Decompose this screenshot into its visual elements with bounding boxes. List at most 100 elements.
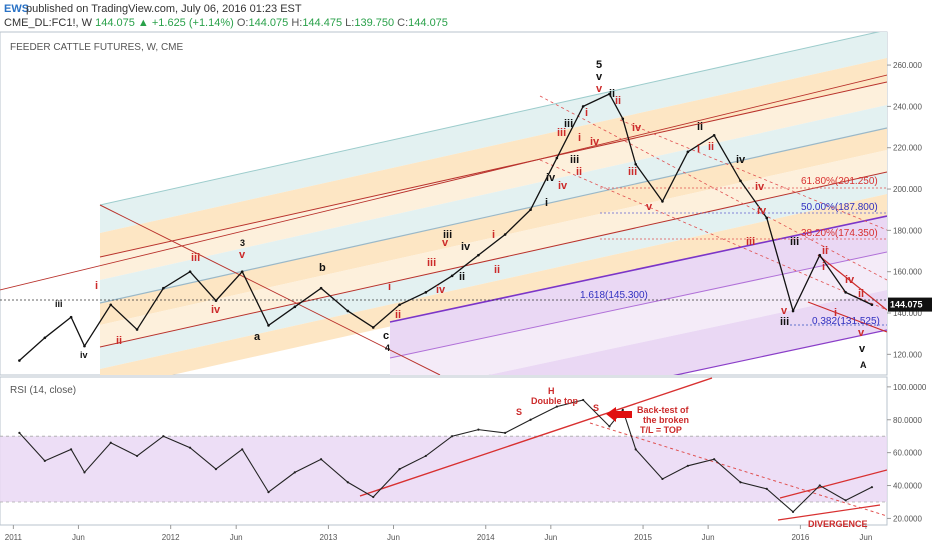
x-tick-label: 2016 xyxy=(791,533,809,542)
wave-label: 5 xyxy=(596,59,602,71)
price-point xyxy=(188,270,192,273)
published-text: published on TradingView.com, July 06, 2… xyxy=(26,3,302,15)
rsi-point xyxy=(621,408,624,411)
rsi-point xyxy=(818,484,821,487)
rsi-point xyxy=(70,448,73,451)
wave-label: iii xyxy=(191,252,200,264)
wave-label: iii xyxy=(557,127,566,139)
wave-label: iv xyxy=(845,274,855,286)
rsi-point xyxy=(555,405,558,408)
wave-label: iv xyxy=(757,205,767,217)
rsi-point xyxy=(43,459,46,462)
rsi-point xyxy=(398,467,401,471)
rsi-point xyxy=(844,499,847,502)
rsi-point xyxy=(661,477,664,481)
price-point xyxy=(608,92,611,96)
price-point xyxy=(581,105,585,108)
wave-label: iv xyxy=(461,241,471,253)
price-point xyxy=(293,305,297,309)
wave-label: v xyxy=(646,201,653,213)
wave-label: iv xyxy=(590,136,600,148)
y-tick-label: 200.000 xyxy=(893,185,922,194)
rsi-point xyxy=(372,495,375,499)
price-point xyxy=(424,291,428,294)
rsi-annotation: S xyxy=(593,403,599,413)
wave-label: ii xyxy=(822,245,828,257)
wave-label: i xyxy=(822,261,825,273)
price-point xyxy=(555,156,559,160)
rsi-annotation: S xyxy=(516,407,522,417)
price-point xyxy=(346,309,350,313)
price-point xyxy=(69,315,73,319)
symbol-name: CME_DL:FC1!, W xyxy=(4,17,93,29)
author-logo[interactable]: EWS xyxy=(4,3,30,15)
wave-label: i xyxy=(388,281,391,293)
price-point xyxy=(503,233,507,236)
price-point xyxy=(661,200,664,203)
wave-label: b xyxy=(319,262,326,274)
price-point xyxy=(477,253,480,257)
rsi-point xyxy=(83,471,86,474)
price-point xyxy=(712,134,716,137)
price-change: ▲ +1.625 (+1.14%) xyxy=(137,17,234,29)
x-tick-label: Jun xyxy=(859,533,872,542)
wave-label: c xyxy=(383,330,389,342)
rsi-point xyxy=(319,458,323,461)
wave-label: iv xyxy=(632,122,642,134)
rsi-annotations: S H Double top S Back-test of the broken… xyxy=(516,386,868,529)
rsi-point xyxy=(214,467,218,471)
rsi-point xyxy=(634,448,637,451)
wave-label: iv xyxy=(211,304,221,316)
wave-label: iii xyxy=(790,236,799,248)
rsi-point xyxy=(686,464,689,467)
price-point xyxy=(319,286,323,290)
price-point xyxy=(818,253,822,257)
price-point xyxy=(844,291,847,294)
rsi-point xyxy=(293,471,296,474)
close-value: 144.075 xyxy=(408,17,448,29)
close-label: C: xyxy=(397,17,409,29)
rsi-annotation: H xyxy=(548,386,555,396)
y-tick-label: 120.000 xyxy=(893,350,922,359)
rsi-point xyxy=(765,487,768,490)
wave-label: v xyxy=(596,71,603,83)
rsi-point xyxy=(582,398,585,402)
rsi-point xyxy=(162,435,165,438)
rsi-point xyxy=(188,446,192,449)
price-point xyxy=(18,359,21,362)
rsi-point xyxy=(346,481,349,484)
rsi-point xyxy=(18,431,21,435)
rsi-point xyxy=(608,425,611,428)
x-tick-label: 2014 xyxy=(477,533,495,542)
fib-label-0382: 0.382(131.525) xyxy=(812,316,880,327)
x-tick-label: Jun xyxy=(702,533,715,542)
wave-label: iv xyxy=(755,181,765,193)
price-point xyxy=(686,150,690,154)
fib-levels xyxy=(0,187,887,326)
fib-label-382: 38.20%(174.350) xyxy=(801,228,878,239)
wave-labels: 5 v v iii i iii iv iv ii iv i ii iii iv … xyxy=(55,59,867,370)
open-value: 144.075 xyxy=(248,17,289,29)
wave-label: ii xyxy=(615,95,621,107)
rsi-title: RSI (14, close) xyxy=(10,385,76,396)
wave-label: ii xyxy=(459,271,465,283)
wave-label: ii xyxy=(858,288,864,300)
y-tick-label: 60.0000 xyxy=(893,449,922,458)
price-point xyxy=(739,179,742,183)
x-tick-label: Jun xyxy=(72,533,85,542)
wave-label: ii xyxy=(697,121,703,133)
rsi-point xyxy=(451,435,454,438)
price-point xyxy=(791,309,795,313)
price-point xyxy=(450,274,454,278)
wave-label: iii xyxy=(780,316,789,328)
rsi-point xyxy=(267,491,270,494)
rsi-point xyxy=(241,448,244,451)
y-tick-label: 240.000 xyxy=(893,102,922,111)
wave-label: iii xyxy=(443,229,452,241)
price-point xyxy=(135,328,139,331)
fib-label-500: 50.00%(187.800) xyxy=(801,202,878,213)
symbol-line: CME_DL:FC1!, W 144.075 ▲ +1.625 (+1.14%)… xyxy=(4,17,448,29)
x-tick-label: 2015 xyxy=(634,533,652,542)
rsi-point xyxy=(529,418,532,421)
